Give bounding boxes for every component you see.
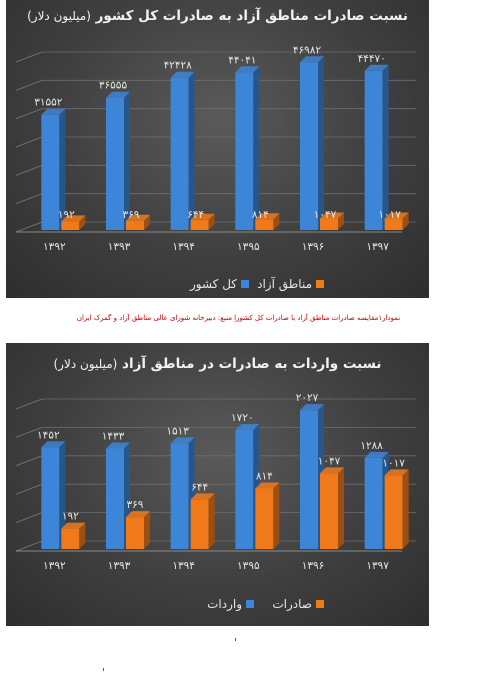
data-label: ۸۱۴ [252, 209, 269, 221]
gridline-side [15, 221, 43, 233]
chart-plot-imports: ۱۴۵۲ ۱۹۲ ۱۳۹۲ ۱۴۳۳ ۳۶۹ ۱۳۹۳ ۱۵۱۳ ۶۴۴ ۱۳۹۴ ۱۷۲۰ ۸۱۴… [15, 392, 416, 612]
bar-free [190, 213, 215, 230]
data-label: ۱۹۲ [62, 511, 79, 523]
chart-plot-exports: ۳۱۵۵۲ ۱۹۲ ۱۳۹۲ ۳۶۵۵۵ ۳۶۹ ۱۳۹۳ ۴۲۴۲۸ ۶۴۴ ۱۳۹۴ ۴۴۰۴… [15, 44, 416, 292]
data-label: ۶۴۴ [187, 209, 204, 221]
data-label: ۴۴۴۷۰ [358, 53, 386, 65]
x-tick-label: ۱۳۹۷ [366, 560, 389, 572]
x-tick-label: ۱۳۹۶ [302, 241, 325, 253]
bar-total [300, 56, 324, 230]
data-label: ۱۹۲ [58, 209, 75, 221]
chart-subtitle: (میلیون دلار) [53, 357, 118, 371]
x-tick-label: ۱۳۹۳ [108, 241, 131, 253]
bar-total [235, 66, 260, 231]
data-label: ۳۶۵۵۵ [99, 80, 128, 92]
bar-exports [190, 493, 215, 549]
legend-swatch [316, 600, 324, 608]
chart-subtitle: (میلیون دلار) [27, 9, 91, 23]
bar-total [170, 71, 195, 230]
bar-exports [384, 469, 409, 549]
data-label: ۱۵۱۳ [166, 425, 189, 437]
chart-panel-exports: نسبت صادرات مناطق آزاد به صادرات کل کشور… [6, 0, 429, 298]
bar-free [255, 213, 280, 230]
data-label: ۳۶۹ [127, 499, 144, 511]
gridline-side [15, 398, 43, 410]
gridline-side [15, 79, 43, 91]
data-label: ۴۴۰۴۱ [228, 54, 256, 66]
chart-title: نسبت واردات به صادرات در مناطق آزاد (میل… [6, 356, 429, 372]
data-label: ۱۰۴۷ [318, 455, 341, 467]
gridline-side [15, 136, 43, 148]
data-label: ۱۷۲۰ [231, 412, 254, 424]
legend-label: مناطق آزاد [257, 276, 312, 292]
bar-free [384, 212, 409, 230]
bar-free [320, 212, 344, 230]
data-label: ۱۰۱۷ [382, 457, 405, 469]
legend-label: صادرات [272, 597, 312, 612]
gridline-side [15, 455, 43, 467]
gridline-side [15, 540, 43, 552]
chart-title-text: نسبت واردات به صادرات در مناطق آزاد [122, 356, 382, 372]
gridline-side [15, 51, 43, 63]
x-tick-label: ۱۳۹۶ [302, 560, 325, 572]
bar-free [126, 214, 150, 230]
data-label: ۳۱۵۵۲ [34, 97, 63, 109]
x-tick-label: ۱۳۹۲ [43, 241, 66, 253]
x-tick-label: ۱۳۹۴ [172, 241, 195, 253]
gridline-side [15, 483, 43, 495]
bar-free [61, 215, 86, 230]
data-label: ۴۲۴۲۸ [164, 60, 193, 72]
gridline-side [15, 164, 43, 176]
figure-caption: نمودار۱مقایسه صادرات مناطق آزاد با صادرا… [76, 314, 401, 322]
data-label: ۴۶۹۸۲ [293, 44, 322, 56]
stray-mark [235, 638, 236, 641]
bar-exports [61, 522, 86, 549]
x-tick-label: ۱۳۹۵ [237, 560, 260, 572]
legend-label: کل کشور [189, 277, 237, 292]
bar-exports [320, 467, 344, 549]
data-label: ۱۲۸۸ [360, 440, 383, 452]
bar-total [364, 64, 389, 230]
data-label: ۱۴۵۲ [37, 429, 60, 441]
chart-title-text: نسبت صادرات مناطق آزاد به صادرات کل کشور [95, 8, 408, 24]
bar-total [41, 108, 66, 230]
chart-title: نسبت صادرات مناطق آزاد به صادرات کل کشور… [6, 8, 429, 24]
gridline-side [15, 108, 43, 120]
legend-label: واردات [207, 597, 242, 612]
gridline-side [15, 193, 43, 205]
bar-exports [255, 482, 280, 549]
data-label: ۸۱۴ [256, 470, 273, 482]
x-tick-label: ۱۳۹۷ [366, 241, 389, 253]
data-label: ۱۰۱۷ [378, 209, 401, 221]
gridline-side [15, 427, 43, 438]
legend-swatch [246, 600, 254, 608]
legend-swatch [316, 280, 324, 288]
chart-panel-imports: نسبت واردات به صادرات در مناطق آزاد (میل… [6, 343, 429, 626]
data-label: ۱۰۴۷ [314, 209, 337, 221]
data-label: ۲۰۲۷ [296, 392, 319, 404]
bar-exports [126, 511, 150, 549]
bar-total [106, 91, 130, 230]
x-tick-label: ۱۳۹۳ [108, 560, 131, 572]
stray-mark [103, 668, 104, 671]
data-label: ۳۶۹ [123, 209, 140, 221]
bar-imports [170, 437, 195, 549]
x-tick-label: ۱۳۹۲ [43, 560, 66, 572]
gridline-side [15, 512, 43, 523]
data-label: ۱۴۳۳ [102, 431, 125, 443]
data-label: ۶۴۴ [191, 481, 208, 493]
bar-imports [41, 441, 66, 549]
x-tick-label: ۱۳۹۵ [237, 241, 260, 253]
legend-swatch [241, 280, 249, 288]
x-tick-label: ۱۳۹۴ [172, 560, 195, 572]
